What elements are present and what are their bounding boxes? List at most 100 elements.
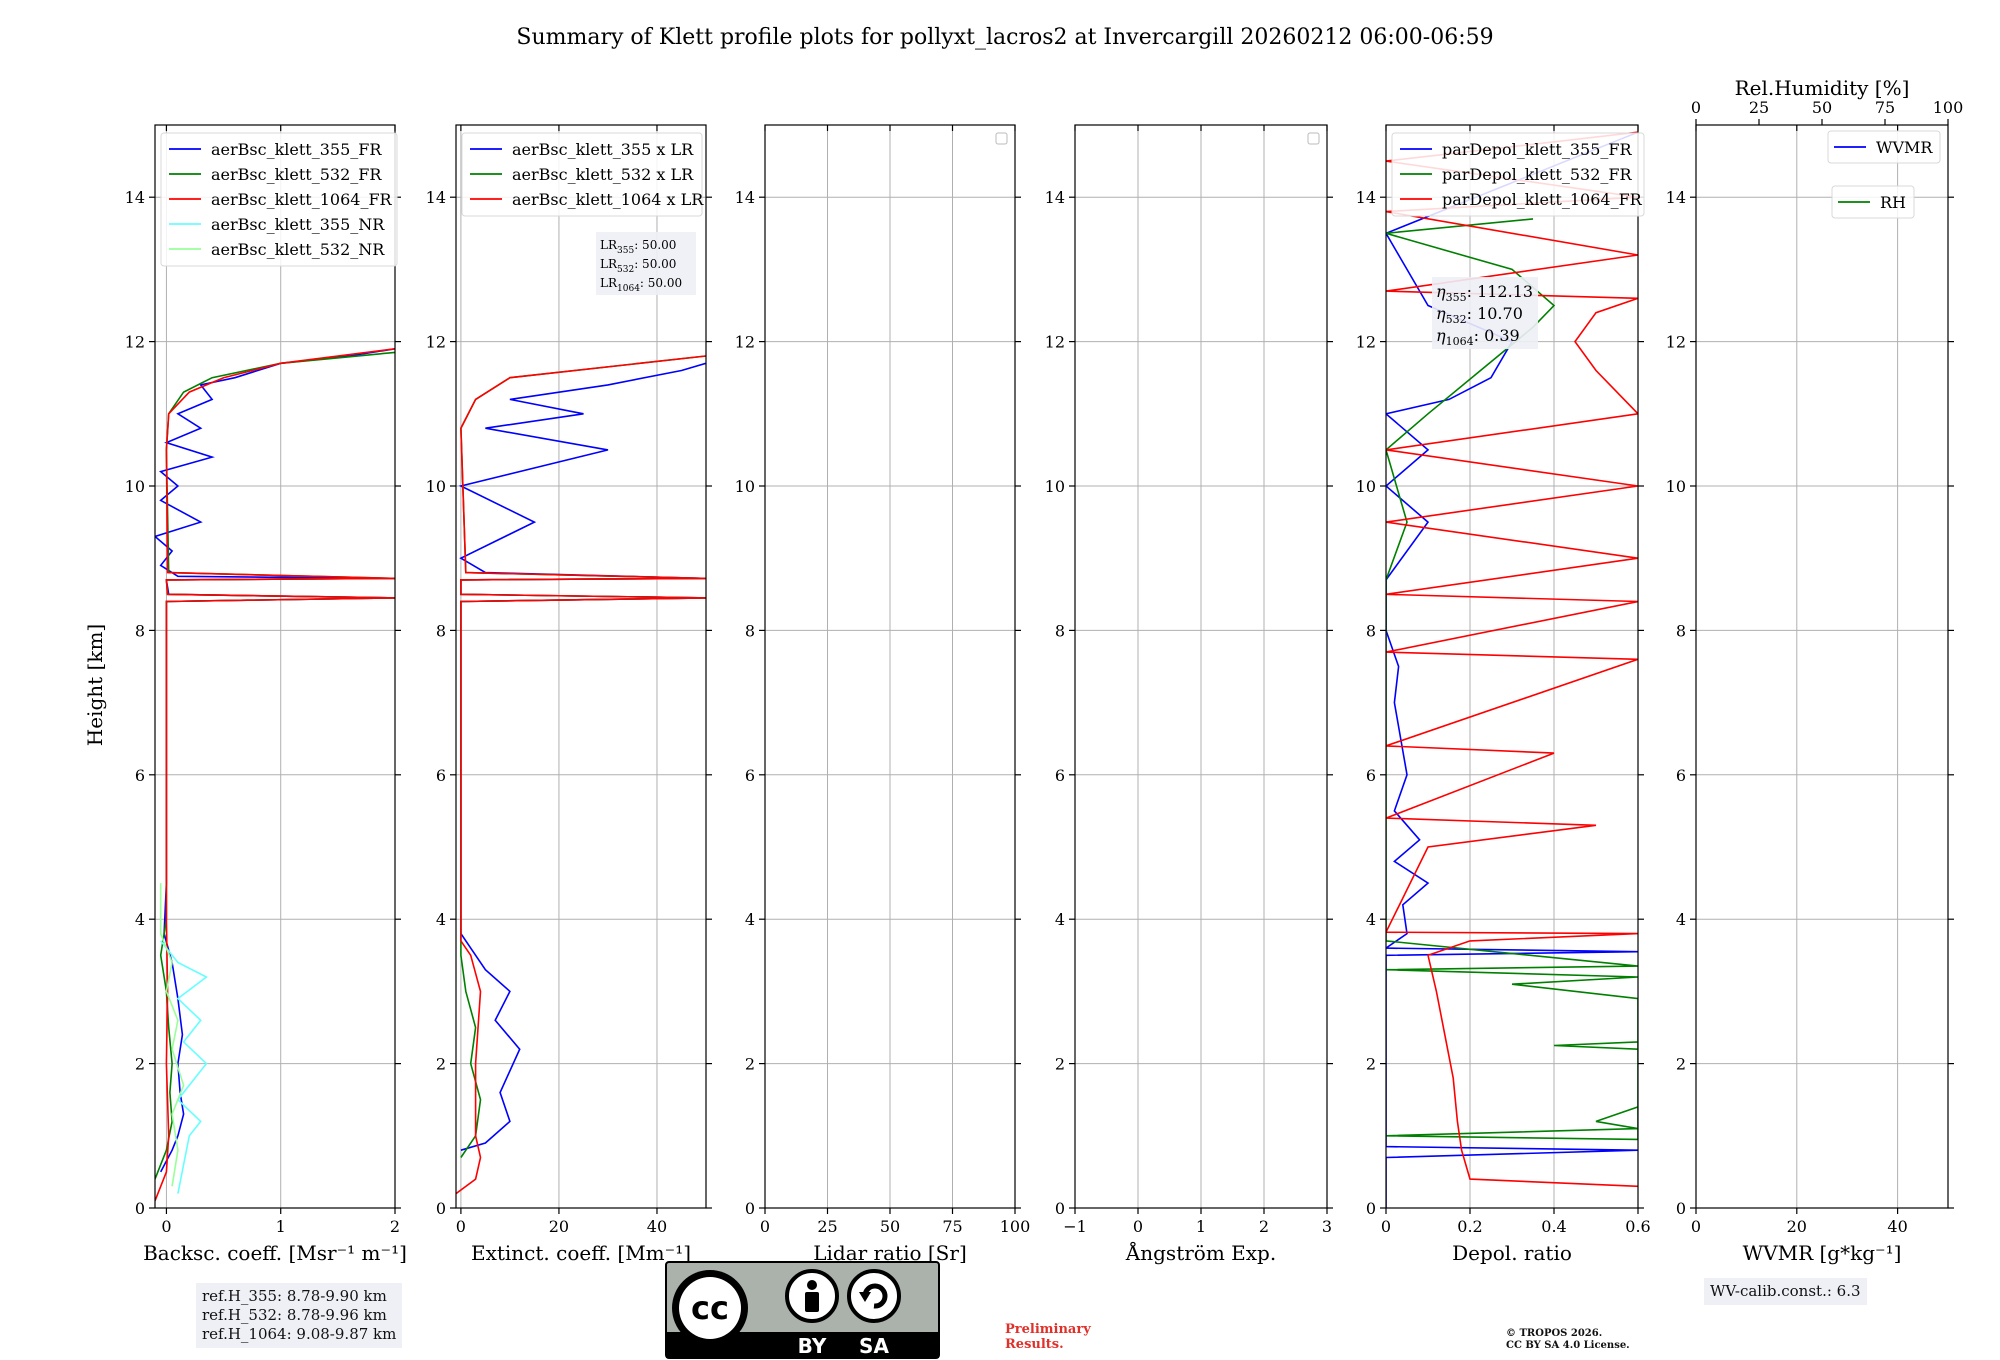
x-tick-label: 20	[549, 1217, 569, 1236]
x-tick-label: 20	[1787, 1217, 1807, 1236]
y-tick-label: 2	[1676, 1055, 1686, 1074]
copyright-note: © TROPOS 2026. CC BY SA 4.0 License.	[1506, 1328, 1630, 1352]
y-tick-label: 10	[1356, 477, 1376, 496]
annotation-entry: LR1064: 50.00	[600, 276, 682, 294]
copyright-line-2: CC BY SA 4.0 License.	[1506, 1340, 1630, 1351]
y-tick-label: 8	[745, 621, 755, 640]
x-axis-label: Ångström Exp.	[1125, 1240, 1276, 1265]
x-tick-label: 0	[1133, 1217, 1143, 1236]
legend-box	[160, 132, 398, 267]
annotation-entry: LR532: 50.00	[600, 257, 676, 275]
x-tick-label: 1	[1196, 1217, 1206, 1236]
y-tick-label: 2	[1366, 1055, 1376, 1074]
y-tick-label: 0	[1055, 1199, 1065, 1218]
legend-box	[1831, 185, 1915, 219]
top-axis-label: Rel.Humidity [%]	[1735, 76, 1910, 100]
annotation-subscript: 532	[1446, 313, 1467, 326]
empty-legend-marker	[995, 132, 1008, 145]
x-axis-label: Depol. ratio	[1452, 1241, 1572, 1265]
legend-entry: parDepol_klett_532_FR	[1442, 165, 1633, 184]
cc-logo-text: cc	[691, 1289, 729, 1327]
annotation-symbol: LR	[600, 238, 618, 252]
y-tick-label: 2	[436, 1055, 446, 1074]
sa-share-icon	[847, 1269, 901, 1323]
copyright-line-1: © TROPOS 2026.	[1506, 1328, 1603, 1339]
y-tick-label: 10	[426, 477, 446, 496]
annotation-box	[596, 232, 696, 295]
annotation-symbol: LR	[600, 257, 618, 271]
y-tick-label: 8	[135, 621, 145, 640]
empty-legend-marker	[1307, 132, 1320, 145]
y-tick-label: 2	[745, 1055, 755, 1074]
annotation-symbol: η	[1436, 282, 1446, 301]
cc-inner-circle	[679, 1277, 741, 1339]
reference-height-box: ref.H_355: 8.78-9.90 km ref.H_532: 8.78-…	[196, 1283, 403, 1348]
panel-wvmr: 0 20 40 0 2 4 6 8 10 12 14 WVMR [g*kg⁻¹] 0 25 50 75 100 R…	[1666, 76, 1964, 1265]
annotation-subscript: 532	[617, 265, 634, 275]
series-line-aerBsc_klett_355 x LR	[458, 362, 706, 1151]
x-tick-label: 0	[456, 1217, 466, 1236]
series-line-aerBsc_klett_532_NR	[159, 883, 185, 1187]
y-tick-label: 12	[1666, 333, 1686, 352]
y-tick-label: 0	[436, 1199, 446, 1218]
legend-entry: WVMR	[1876, 138, 1933, 157]
legend-entry: aerBsc_klett_355 x LR	[512, 140, 694, 159]
y-tick-label: 4	[436, 910, 446, 929]
series-line-parDepol_klett_532_FR	[1386, 218, 1638, 1141]
y-tick-label: 0	[1366, 1199, 1376, 1218]
wv-calib-box: WV-calib.const.: 6.3	[1704, 1278, 1867, 1305]
legend-entry: aerBsc_klett_532 x LR	[512, 165, 694, 184]
annotation-value: : 50.00	[634, 257, 676, 271]
legend-entry: aerBsc_klett_532_FR	[211, 165, 382, 184]
y-tick-label: 14	[735, 188, 755, 207]
wv-calib-constant: WV-calib.const.: 6.3	[1710, 1282, 1861, 1300]
by-person-body-icon	[805, 1292, 819, 1312]
legend-entry: parDepol_klett_1064_FR	[1442, 190, 1643, 209]
annotation-subscript: 355	[617, 246, 634, 256]
legend-entry: aerBsc_klett_355_NR	[211, 215, 385, 234]
x-tick-label: 0.2	[1457, 1217, 1482, 1236]
x-tick-label: 40	[1887, 1217, 1907, 1236]
annotation-symbol: η	[1436, 326, 1446, 345]
legend-entry: aerBsc_klett_1064_FR	[211, 190, 393, 209]
y-tick-label: 6	[135, 766, 145, 785]
y-tick-label: 12	[1045, 333, 1065, 352]
preliminary-line-1: Preliminary	[1005, 1322, 1091, 1337]
x-tick-label: 0.6	[1625, 1217, 1650, 1236]
y-tick-label: 10	[125, 477, 145, 496]
annotation-box	[1432, 277, 1538, 349]
y-tick-label: 4	[1676, 910, 1686, 929]
legend-box	[461, 132, 703, 217]
x-tick-label: 3	[1322, 1217, 1332, 1236]
legend-box	[1391, 132, 1645, 217]
chart-title: Summary of Klett profile plots for polly…	[516, 25, 1493, 50]
series-line-aerBsc_klett_1064 x LR	[456, 355, 706, 1195]
x-axis-label: Extinct. coeff. [Mm⁻¹]	[471, 1241, 691, 1265]
top-x-tick-label: 75	[1875, 98, 1895, 117]
y-tick-label: 6	[1055, 766, 1065, 785]
legend-entry: aerBsc_klett_532_NR	[211, 240, 385, 259]
y-tick-label: 12	[125, 333, 145, 352]
y-tick-label: 14	[125, 188, 145, 207]
x-tick-label: 0	[161, 1217, 171, 1236]
y-tick-label: 0	[135, 1199, 145, 1218]
y-tick-label: 14	[1356, 188, 1376, 207]
by-label: BY	[798, 1334, 827, 1358]
legend-entry: parDepol_klett_355_FR	[1442, 140, 1633, 159]
annotation-entry: LR355: 50.00	[600, 238, 676, 256]
x-tick-label: 1	[276, 1217, 286, 1236]
series-line-aerBsc_klett_355_NR	[160, 940, 208, 1194]
y-tick-label: 10	[1666, 477, 1686, 496]
y-tick-label: 12	[426, 333, 446, 352]
y-tick-label: 6	[1676, 766, 1686, 785]
y-tick-label: 6	[436, 766, 446, 785]
y-tick-label: 14	[1666, 188, 1686, 207]
top-x-tick-label: 0	[1691, 98, 1701, 117]
annotation-symbol: η	[1436, 304, 1446, 323]
x-tick-label: 50	[880, 1217, 900, 1236]
x-axis-label: Backsc. coeff. [Msr⁻¹ m⁻¹]	[143, 1241, 407, 1265]
